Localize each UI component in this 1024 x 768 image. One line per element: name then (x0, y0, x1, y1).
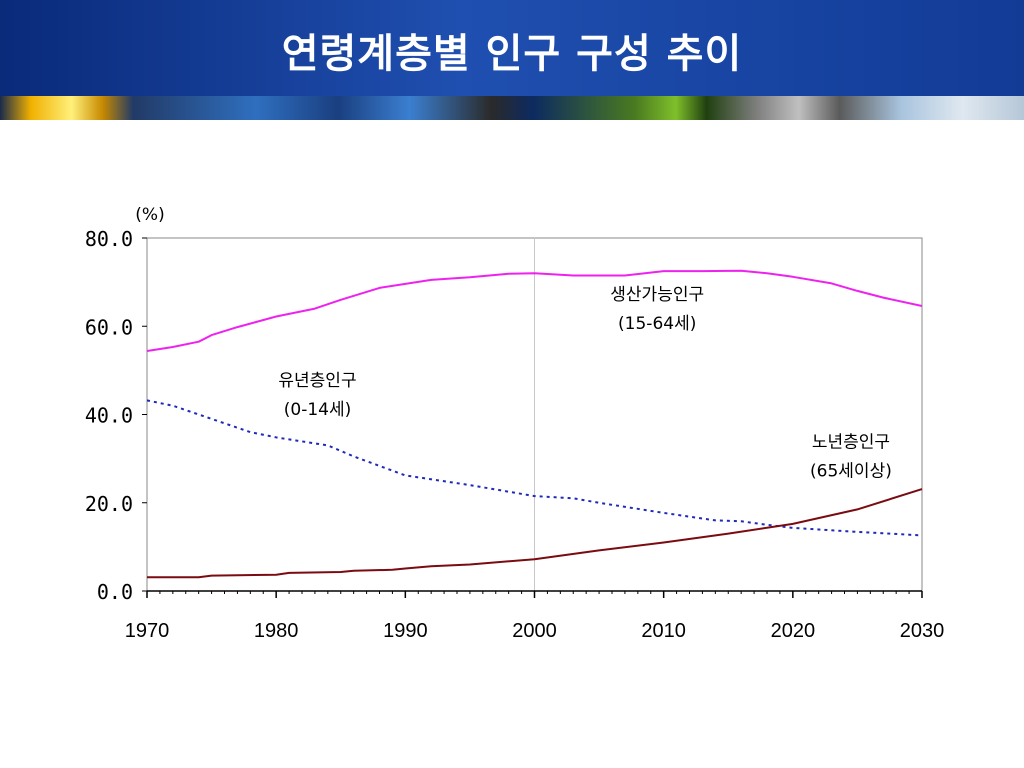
x-tick-label: 2010 (641, 620, 686, 642)
x-tick-label: 2000 (512, 620, 557, 642)
youth-label: (0-14세) (284, 400, 352, 420)
x-axis-ticks: 1970 1980 1990 2000 2010 2020 2030 (125, 591, 945, 642)
y-tick-label: 20.0 (85, 492, 133, 516)
x-tick-label: 2030 (900, 620, 945, 642)
elderly-label: 노년층인구 (812, 433, 890, 453)
x-tick-label: 1980 (254, 620, 299, 642)
x-tick-label: 1970 (125, 620, 170, 642)
title-banner: 연령계층별 인구 구성 추이 (0, 0, 1024, 96)
y-tick-label: 80.0 (85, 227, 133, 251)
working-age-population-line (146, 269, 923, 352)
working-age-label: (15-64세) (618, 314, 696, 334)
series-annotations: 생산가능인구 (15-64세) 유년층인구 (0-14세) 노년층인구 (65세이상) (278, 285, 891, 482)
decorative-image-strip (0, 96, 1024, 120)
x-tick-label: 2020 (771, 620, 816, 642)
slide-title: 연령계층별 인구 구성 추이 (281, 31, 743, 77)
series-lines (146, 269, 923, 579)
y-tick-label: 60.0 (85, 315, 133, 339)
x-tick-label: 1990 (383, 620, 428, 642)
youth-population-line (146, 399, 923, 537)
working-age-label: 생산가능인구 (610, 285, 704, 305)
y-tick-label: 0.0 (97, 580, 133, 604)
elderly-population-line (147, 488, 923, 579)
y-axis-unit-label: (%) (135, 205, 164, 225)
y-tick-label: 40.0 (85, 404, 133, 428)
elderly-label: (65세이상) (810, 462, 892, 482)
y-axis-ticks: 0.0 20.0 40.0 60.0 80.0 (85, 227, 147, 604)
youth-label: 유년층인구 (278, 371, 356, 391)
